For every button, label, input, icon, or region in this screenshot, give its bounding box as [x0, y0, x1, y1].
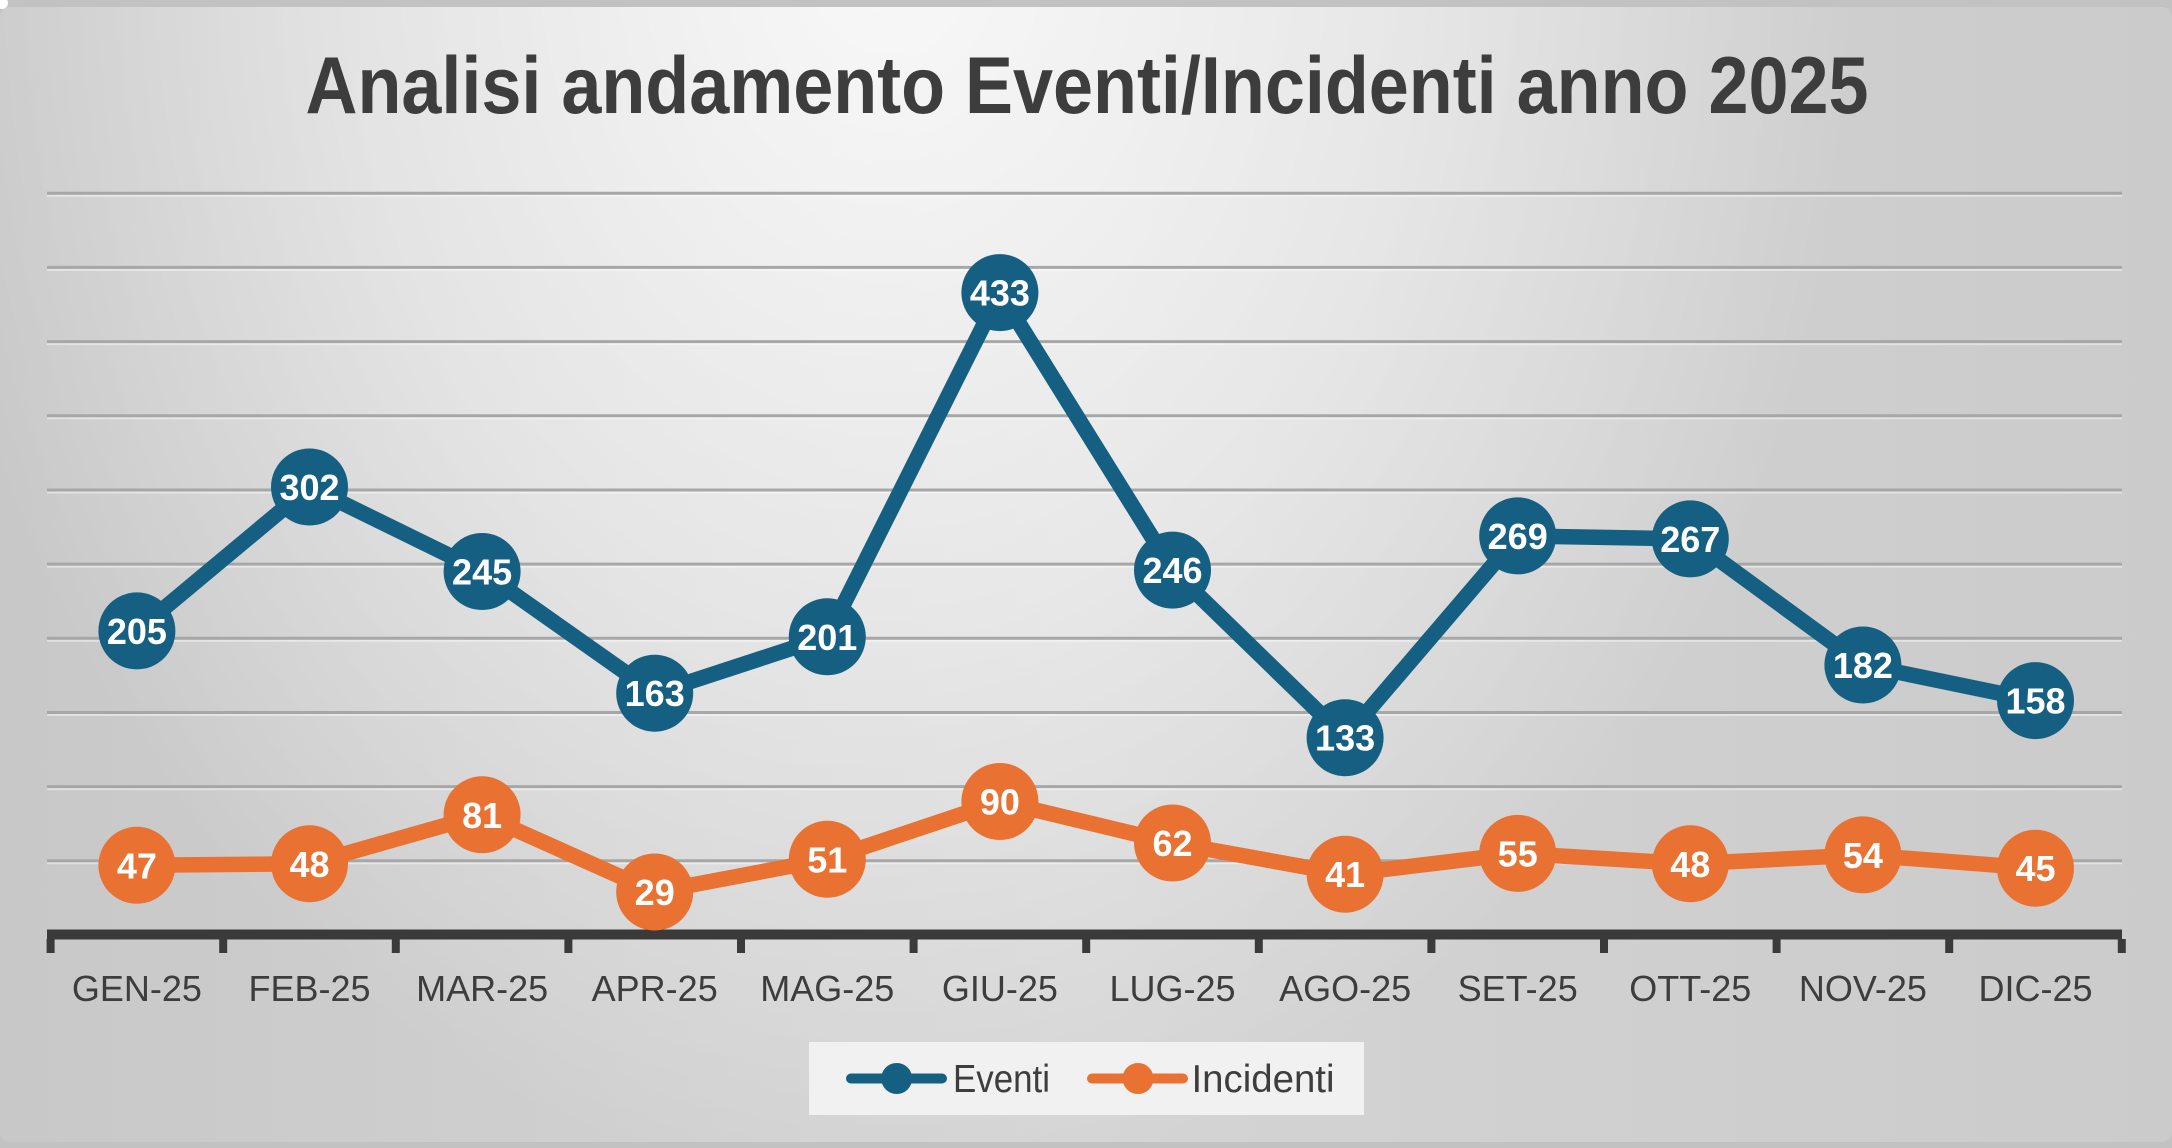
- svg-text:41: 41: [1325, 854, 1365, 895]
- svg-text:51: 51: [807, 839, 847, 880]
- svg-text:246: 246: [1142, 550, 1202, 591]
- svg-text:OTT-25: OTT-25: [1629, 968, 1751, 1009]
- svg-text:433: 433: [970, 273, 1030, 314]
- svg-text:302: 302: [279, 467, 339, 508]
- svg-text:62: 62: [1152, 823, 1192, 864]
- svg-text:90: 90: [980, 782, 1020, 823]
- svg-text:205: 205: [107, 611, 167, 652]
- svg-text:SET-25: SET-25: [1458, 968, 1578, 1009]
- svg-text:DIC-25: DIC-25: [1978, 968, 2092, 1009]
- svg-text:APR-25: APR-25: [592, 968, 718, 1009]
- svg-text:Incidenti: Incidenti: [1192, 1058, 1335, 1101]
- svg-text:45: 45: [2015, 848, 2055, 889]
- svg-text:201: 201: [797, 617, 857, 658]
- svg-text:182: 182: [1833, 645, 1893, 686]
- svg-text:MAG-25: MAG-25: [760, 968, 894, 1009]
- svg-text:81: 81: [462, 795, 502, 836]
- svg-text:55: 55: [1498, 833, 1538, 874]
- svg-text:133: 133: [1315, 718, 1375, 759]
- svg-text:AGO-25: AGO-25: [1279, 968, 1411, 1009]
- svg-text:47: 47: [117, 845, 157, 886]
- svg-text:267: 267: [1660, 519, 1720, 560]
- svg-text:FEB-25: FEB-25: [248, 968, 370, 1009]
- svg-text:LUG-25: LUG-25: [1109, 968, 1235, 1009]
- svg-text:158: 158: [2005, 681, 2065, 722]
- svg-text:Eventi: Eventi: [953, 1058, 1050, 1101]
- svg-text:54: 54: [1843, 835, 1883, 876]
- svg-text:Analisi andamento Eventi/Incid: Analisi andamento Eventi/Incidenti anno …: [306, 41, 1869, 131]
- svg-text:48: 48: [289, 844, 329, 885]
- svg-text:269: 269: [1488, 516, 1548, 557]
- svg-text:245: 245: [452, 552, 512, 593]
- svg-text:48: 48: [1670, 844, 1710, 885]
- svg-text:NOV-25: NOV-25: [1799, 968, 1927, 1009]
- svg-text:GIU-25: GIU-25: [942, 968, 1058, 1009]
- svg-text:GEN-25: GEN-25: [72, 968, 202, 1009]
- svg-text:29: 29: [635, 872, 675, 913]
- svg-text:MAR-25: MAR-25: [416, 968, 548, 1009]
- svg-text:163: 163: [625, 673, 685, 714]
